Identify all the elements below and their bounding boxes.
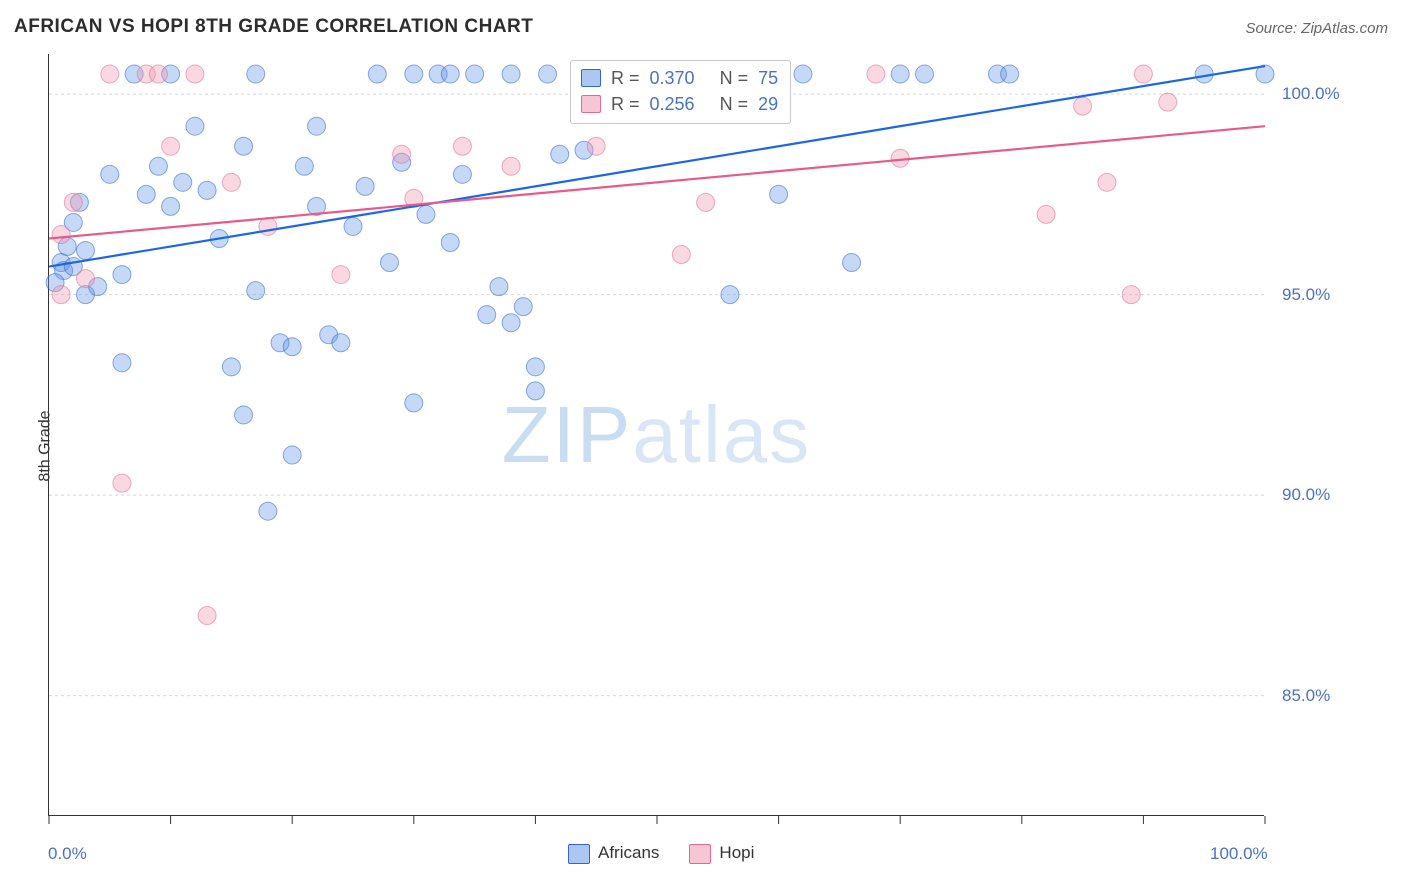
legend-label-hopi: Hopi [719,843,754,862]
n-label: N = [720,65,749,91]
source-credit: Source: ZipAtlas.com [1245,20,1388,37]
swatch-blue-icon [568,844,590,864]
chart-container: AFRICAN VS HOPI 8TH GRADE CORRELATION CH… [0,0,1406,892]
x-tick-label: 0.0% [48,844,87,864]
n-label: N = [720,91,749,117]
y-tick-label: 90.0% [1282,485,1330,505]
r-value-africans: 0.370 [650,65,695,91]
chart-svg [49,54,1264,815]
legend-label-africans: Africans [598,843,659,862]
swatch-blue-icon [581,69,601,87]
n-value-hopi: 29 [758,91,778,117]
series-legend: Africans Hopi [568,843,754,864]
swatch-pink-icon [689,844,711,864]
chart-title: AFRICAN VS HOPI 8TH GRADE CORRELATION CH… [14,16,533,38]
swatch-pink-icon [581,95,601,113]
legend-item-africans: Africans [568,843,659,864]
legend-item-hopi: Hopi [689,843,754,864]
y-tick-label: 100.0% [1282,84,1340,104]
correlation-legend: R = 0.370 N = 75 R = 0.256 N = 29 [570,60,791,124]
r-value-hopi: 0.256 [650,91,695,117]
r-label: R = [611,91,640,117]
r-label: R = [611,65,640,91]
legend-row-hopi: R = 0.256 N = 29 [581,91,778,117]
plot-area: ZIPatlas [48,54,1264,816]
y-tick-label: 85.0% [1282,686,1330,706]
y-tick-label: 95.0% [1282,285,1330,305]
n-value-africans: 75 [758,65,778,91]
legend-row-africans: R = 0.370 N = 75 [581,65,778,91]
x-tick-label: 100.0% [1210,844,1268,864]
